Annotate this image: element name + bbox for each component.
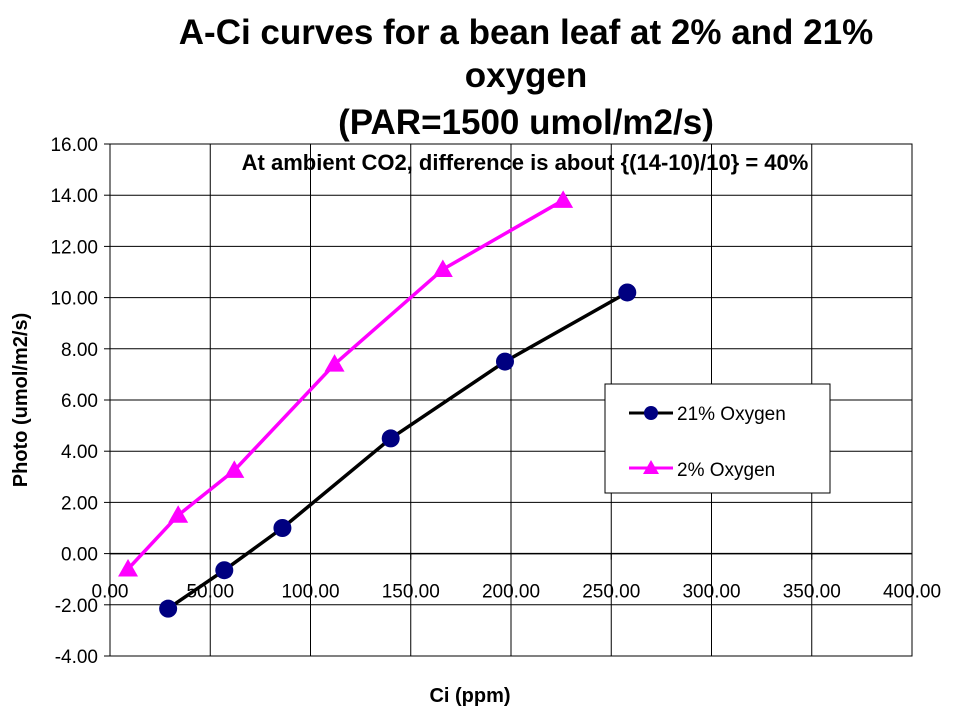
data-point-1-4 — [432, 259, 453, 277]
y-axis-ticks: 16.00 14.00 12.00 10.00 8.00 6.00 4.00 2.00 0.00… — [50, 135, 110, 668]
y-tick-label: 16.00 — [50, 135, 98, 156]
chart-title-line-1: A-Ci curves for a bean leaf at 2% and 21… — [179, 13, 873, 52]
data-point-1-1 — [168, 505, 189, 523]
y-tick-label: 2.00 — [61, 493, 98, 514]
y-tick-label: 12.00 — [50, 237, 98, 258]
x-tick-label: 250.00 — [582, 582, 640, 603]
legend: 21% Oxygen 2% Oxygen — [604, 383, 831, 494]
x-tick-label: 350.00 — [783, 582, 841, 603]
y-tick-label: -4.00 — [55, 647, 98, 668]
legend-label-2-oxygen: 2% Oxygen — [677, 460, 775, 481]
chart-annotation: At ambient CO2, difference is about {(14… — [242, 150, 809, 175]
data-point-0-5 — [618, 283, 637, 302]
legend-box — [604, 383, 831, 494]
series-line-1 — [126, 198, 564, 571]
x-tick-label: 300.00 — [682, 582, 740, 603]
legend-marker-21-oxygen — [644, 406, 658, 420]
chart-title-line-3: (PAR=1500 umol/m2/s) — [338, 103, 714, 142]
legend-marker-2-oxygen — [643, 460, 659, 474]
chart-title-line-2: oxygen — [465, 56, 588, 95]
x-axis-ticks: 0.00 50.00 100.00 150.00 200.00 250.00 300.00 3… — [92, 553, 941, 603]
y-tick-label: 6.00 — [61, 391, 98, 412]
x-tick-label: 150.00 — [382, 582, 440, 603]
data-point-1-2 — [224, 460, 245, 478]
x-axis-label: Ci (ppm) — [429, 685, 510, 707]
series-layer — [118, 190, 637, 618]
data-point-1-3 — [324, 354, 345, 372]
data-point-1-0 — [118, 558, 139, 577]
data-point-1-5 — [553, 190, 574, 208]
data-point-0-1 — [215, 561, 234, 580]
series-line-0 — [167, 290, 629, 611]
y-tick-label: 4.00 — [61, 442, 98, 463]
y-tick-label: 0.00 — [61, 545, 98, 566]
x-tick-label: 0.00 — [92, 582, 129, 603]
y-tick-label: 10.00 — [50, 289, 98, 310]
data-point-0-3 — [381, 429, 400, 448]
y-tick-label: 14.00 — [50, 186, 98, 207]
data-point-0-4 — [495, 352, 514, 371]
x-tick-label: 200.00 — [482, 582, 540, 603]
x-tick-label: 100.00 — [281, 582, 339, 603]
data-point-0-2 — [273, 519, 292, 537]
x-tick-label: 400.00 — [883, 582, 941, 603]
y-tick-label: 8.00 — [61, 340, 98, 361]
y-axis-label: Photo (umol/m2/s) — [10, 313, 32, 487]
y-tick-label: -2.00 — [55, 596, 98, 617]
data-point-0-0 — [159, 599, 178, 618]
legend-label-21-oxygen: 21% Oxygen — [677, 404, 786, 425]
